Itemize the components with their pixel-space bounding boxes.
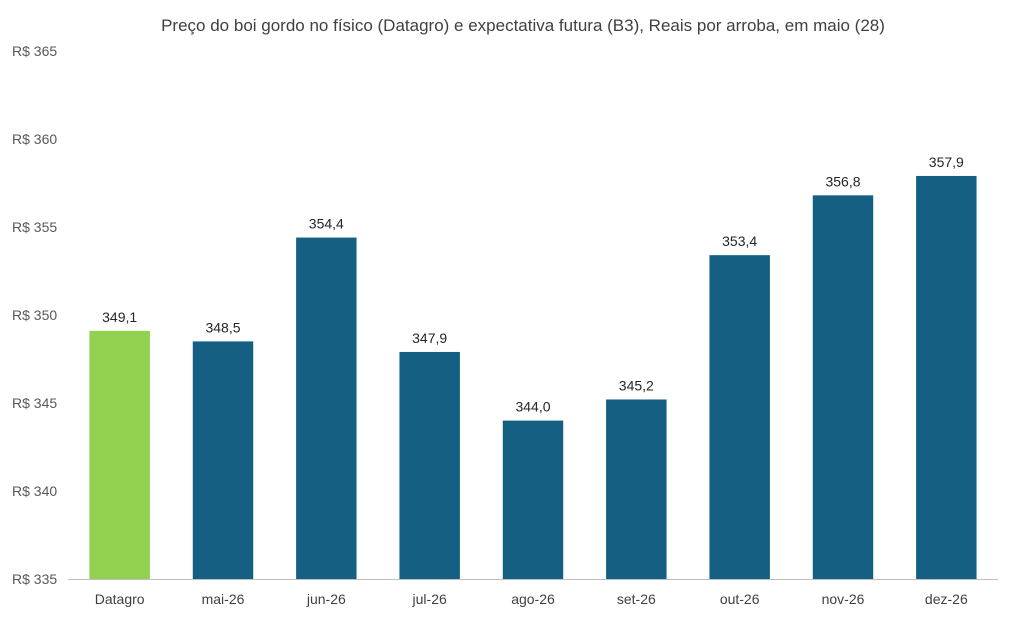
chart-title: Preço do boi gordo no físico (Datagro) e… — [161, 16, 885, 35]
y-tick-label: R$ 335 — [12, 571, 57, 587]
x-tick-label: Datagro — [95, 591, 145, 607]
x-tick-label: mai-26 — [202, 591, 245, 607]
bar-jul-26 — [399, 351, 460, 579]
bar-nov-26 — [812, 195, 874, 579]
y-tick-label: R$ 340 — [12, 483, 57, 499]
x-tick-label: set-26 — [617, 591, 656, 607]
x-tick-label: jun-26 — [306, 591, 346, 607]
x-tick-label: dez-26 — [925, 591, 968, 607]
x-axis: Datagro mai-26 jun-26 jul-26 ago-26 set-26 out… — [68, 579, 998, 607]
x-tick-label: ago-26 — [511, 591, 555, 607]
data-label: 356,8 — [825, 173, 860, 189]
data-label: 348,5 — [205, 319, 240, 335]
y-tick-label: R$ 355 — [12, 219, 57, 235]
data-label: 354,4 — [309, 216, 344, 232]
y-tick-label: R$ 365 — [12, 43, 57, 59]
data-label: 357,9 — [929, 154, 964, 170]
y-axis: R$ 335 R$ 340 R$ 345 R$ 350 R$ 355 R$ 360 R$ 3… — [12, 43, 57, 587]
bar-set-26 — [606, 399, 667, 579]
x-tick-label: jul-26 — [412, 591, 447, 607]
y-tick-label: R$ 360 — [12, 131, 57, 147]
bar-out-26 — [709, 255, 770, 579]
data-label: 353,4 — [722, 233, 757, 249]
data-labels: 349,1 348,5 354,4 347,9 344,0 345,2 353,4 356,8… — [102, 154, 964, 415]
data-label: 349,1 — [102, 309, 137, 325]
data-label: 344,0 — [515, 399, 550, 415]
bar-dez-26 — [916, 175, 977, 579]
bar-jun-26 — [296, 237, 357, 579]
y-tick-label: R$ 350 — [12, 307, 57, 323]
data-label: 347,9 — [412, 330, 447, 346]
y-tick-label: R$ 345 — [12, 395, 57, 411]
bar-ago-26 — [502, 420, 564, 579]
data-label: 345,2 — [619, 377, 654, 393]
x-tick-label: nov-26 — [822, 591, 865, 607]
x-tick-label: out-26 — [720, 591, 760, 607]
bar-datagro — [89, 330, 150, 579]
bars — [89, 175, 977, 579]
bar-mai-26 — [192, 341, 254, 579]
